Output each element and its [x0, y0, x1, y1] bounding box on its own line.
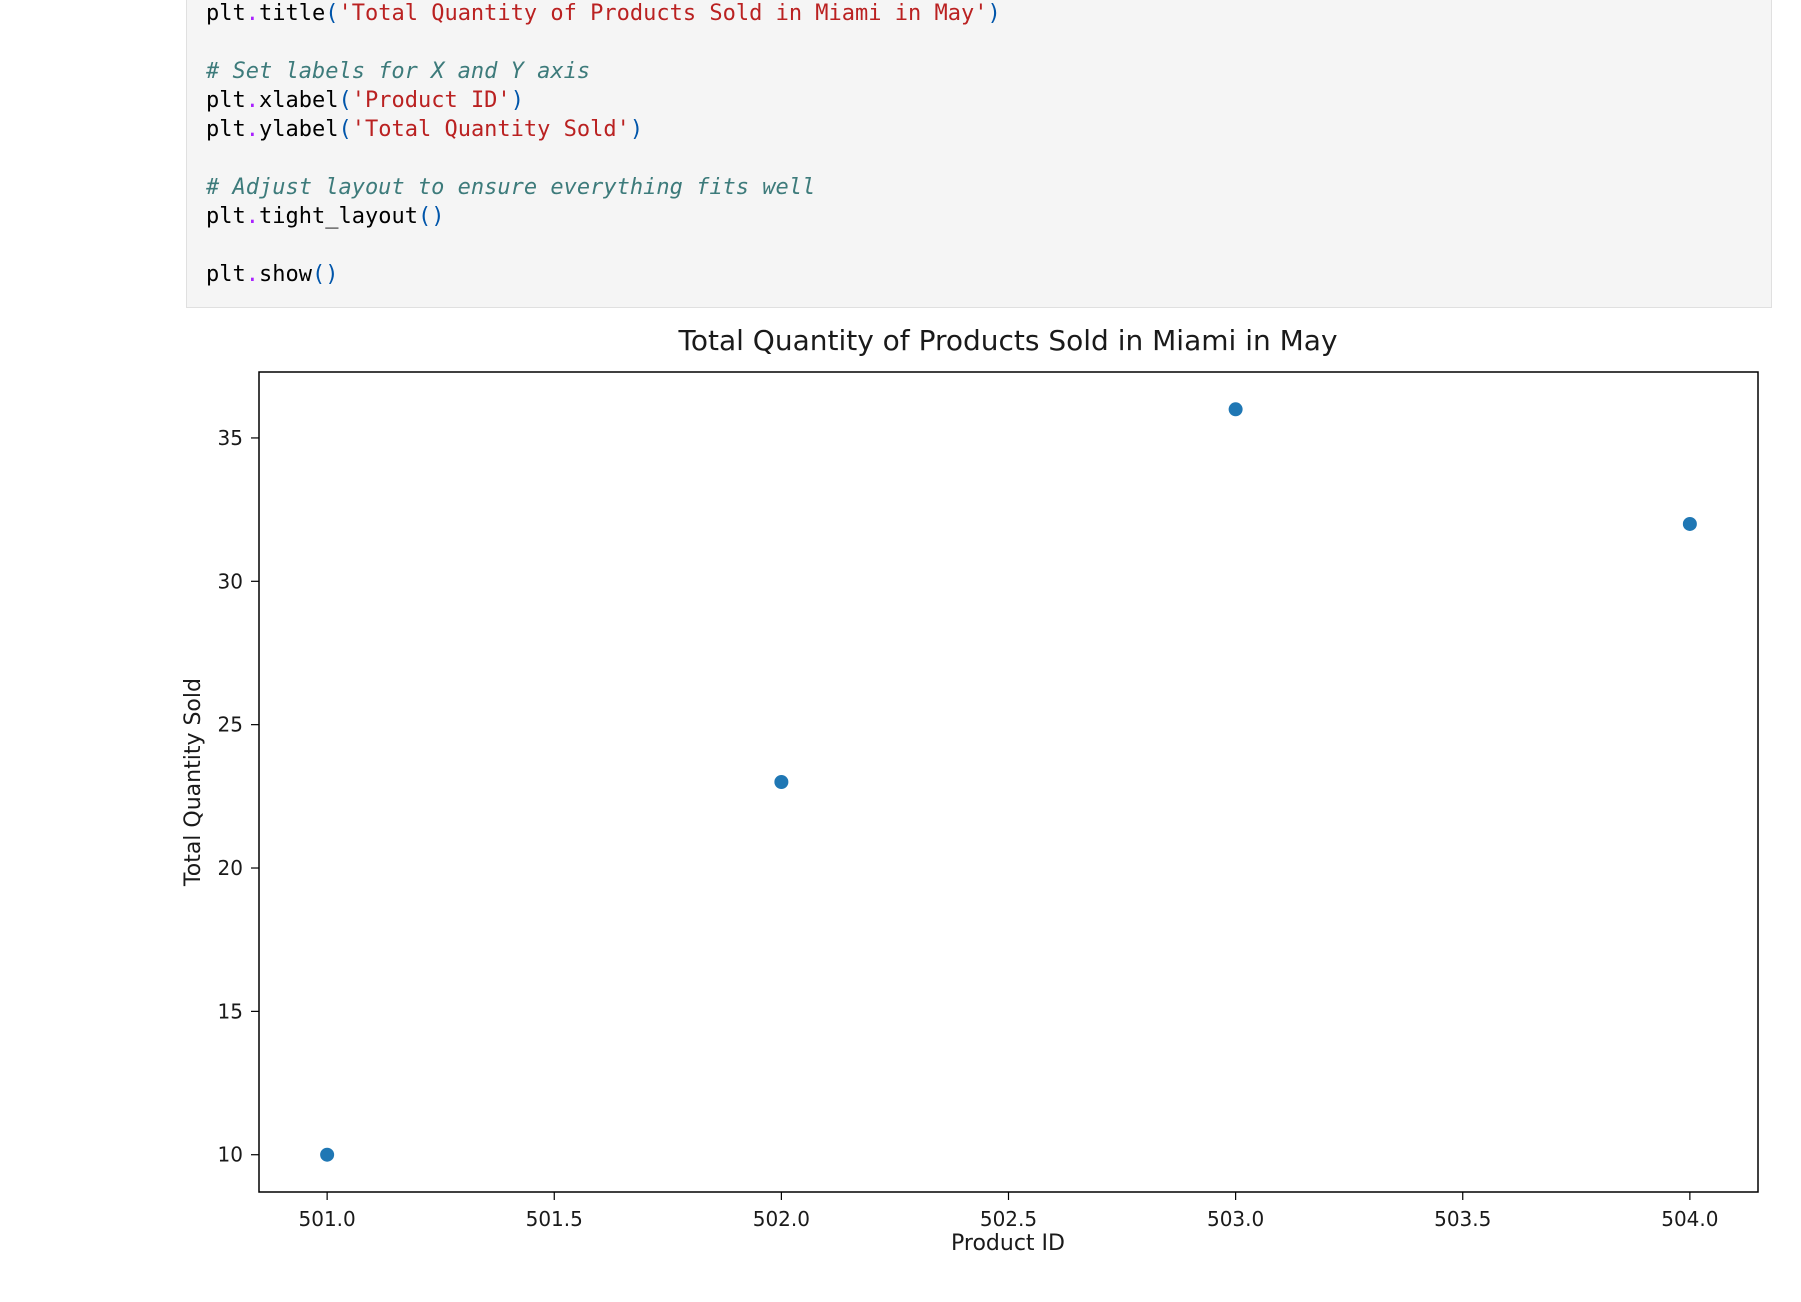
x-tick-label: 504.0: [1661, 1207, 1718, 1231]
code-token: plt: [206, 88, 246, 113]
code-editor[interactable]: plt.title('Total Quantity of Products So…: [206, 0, 1001, 289]
data-point: [1227, 401, 1244, 418]
code-token: (): [417, 204, 445, 229]
code-token: # Adjust layout to ensure everything fit…: [206, 175, 816, 200]
code-token: ): [629, 117, 644, 142]
plot-frame: [258, 371, 1759, 1193]
code-token: ): [987, 1, 1001, 26]
code-token: plt: [206, 117, 246, 142]
y-tick-label: 25: [218, 713, 243, 737]
x-axis-label: Product ID: [951, 1231, 1065, 1256]
code-line: plt.xlabel('Product ID'): [206, 86, 1001, 115]
y-axis-label: Total Quantity Sold: [181, 678, 206, 887]
y-tick-label: 35: [218, 426, 243, 450]
code-line: [206, 144, 1001, 173]
code-token: (): [311, 262, 339, 287]
chart-output: Total Quantity of Products Sold in Miami…: [0, 310, 1801, 1302]
code-token: .: [245, 1, 259, 26]
x-axis: 501.0 501.5 502.0 502.5 503.0 503.5 504.0: [299, 1192, 1718, 1231]
code-token: 'Total Quantity of Products Sold in Miam…: [338, 1, 988, 26]
code-line: plt.ylabel('Total Quantity Sold'): [206, 115, 1001, 144]
code-line: # Set labels for X and Y axis: [206, 57, 1001, 86]
code-line: plt.tight_layout(): [206, 202, 1001, 231]
code-token: ): [510, 88, 524, 113]
code-token: .: [245, 262, 259, 287]
code-line: # Adjust layout to ensure everything fit…: [206, 173, 1001, 202]
code-token: ylabel: [259, 117, 339, 142]
code-line: plt.show(): [206, 260, 1001, 289]
y-axis: 10 15 20 25 30 35: [218, 426, 259, 1167]
data-point: [319, 1146, 336, 1163]
code-token: # Set labels for X and Y axis: [206, 59, 591, 84]
x-tick-label: 503.5: [1434, 1207, 1491, 1231]
code-token: plt: [206, 204, 246, 229]
y-tick-label: 10: [218, 1143, 243, 1167]
x-tick-label: 502.5: [980, 1207, 1037, 1231]
chart-title: Total Quantity of Products Sold in Miami…: [677, 324, 1337, 357]
code-line: [206, 231, 1001, 260]
code-token: .: [245, 204, 259, 229]
code-token: .: [245, 117, 259, 142]
code-token: .: [245, 88, 259, 113]
code-token: show: [259, 262, 312, 287]
x-tick-label: 503.0: [1207, 1207, 1264, 1231]
code-token: tight_layout: [259, 204, 418, 229]
data-points: [319, 401, 1698, 1163]
code-line: [206, 28, 1001, 57]
code-token: 'Product ID': [351, 88, 511, 113]
x-tick-label: 501.0: [299, 1207, 356, 1231]
y-tick-label: 30: [218, 569, 243, 593]
code-cell[interactable]: plt.title('Total Quantity of Products So…: [186, 0, 1772, 308]
y-tick-label: 20: [218, 856, 243, 880]
code-token: title: [259, 1, 326, 26]
x-tick-label: 502.0: [753, 1207, 810, 1231]
data-point: [1681, 515, 1698, 532]
scatter-chart: Total Quantity of Products Sold in Miami…: [181, 324, 1759, 1256]
code-token: (: [338, 117, 352, 142]
code-token: xlabel: [259, 88, 339, 113]
y-tick-label: 15: [218, 999, 243, 1023]
code-token: plt: [206, 262, 246, 287]
code-token: (: [325, 1, 339, 26]
code-token: plt: [206, 1, 246, 26]
code-line: plt.title('Total Quantity of Products So…: [206, 0, 1001, 28]
data-point: [773, 774, 790, 790]
code-token: 'Total Quantity Sold': [351, 117, 630, 142]
x-tick-label: 501.5: [526, 1207, 583, 1231]
code-token: (: [338, 88, 352, 113]
